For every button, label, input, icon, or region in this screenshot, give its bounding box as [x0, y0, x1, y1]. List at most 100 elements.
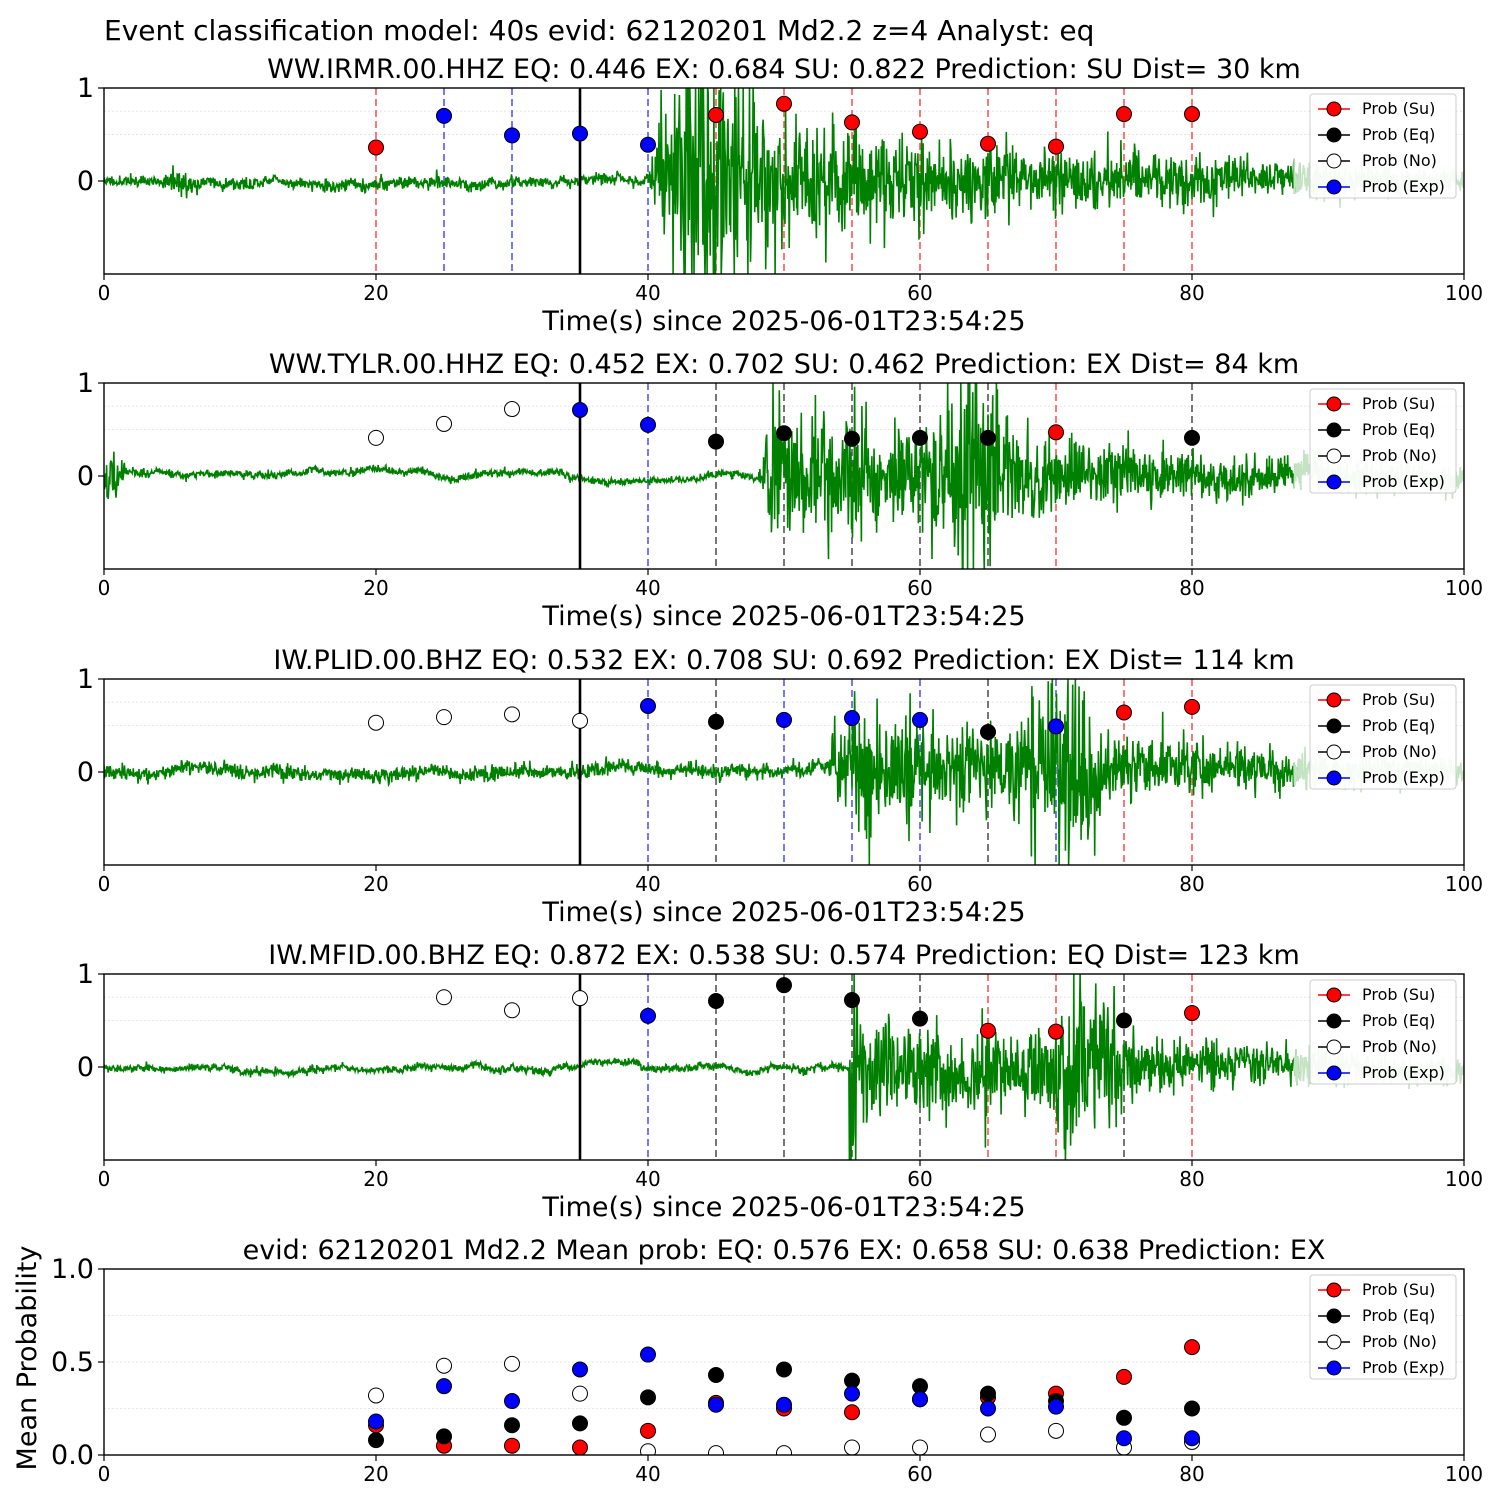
point-su-8	[980, 1022, 996, 1039]
plot-area	[104, 383, 1464, 569]
point-exp-7	[844, 710, 860, 727]
plot-area	[104, 1269, 1464, 1455]
point-su-11	[1116, 1368, 1132, 1385]
point-exp-0	[368, 1413, 384, 1430]
point-eq-9	[980, 724, 996, 741]
x-tick-label-4: 80	[1179, 576, 1204, 600]
y-tick-label-0: 0	[77, 757, 94, 788]
x-tick-label-0: 0	[98, 1167, 111, 1191]
point-no-4	[640, 1443, 656, 1455]
legend-marker-3	[1326, 1360, 1342, 1376]
waveform-trace	[104, 679, 1302, 865]
legend-marker-1	[1326, 1308, 1342, 1324]
y-tick-label-1: 1	[77, 959, 94, 990]
legend-label-0: Prob (Su)	[1362, 690, 1435, 709]
point-exp-6	[776, 1396, 792, 1413]
x-tick-label-0: 0	[98, 576, 111, 600]
x-axis-label: Time(s) since 2025-06-01T23:54:25	[541, 1192, 1025, 1223]
x-tick-label-0: 0	[98, 1462, 111, 1486]
legend: Prob (Su) Prob (Eq) Prob (No) Prob (Exp)	[1309, 979, 1457, 1085]
point-eq-12	[1184, 1400, 1200, 1417]
point-su-12	[1184, 698, 1200, 715]
x-tick-label-1: 20	[363, 872, 388, 896]
point-exp-6	[776, 711, 792, 728]
legend-marker-3	[1326, 770, 1342, 786]
legend-marker-2	[1326, 1334, 1342, 1350]
point-exp-4	[640, 1346, 656, 1363]
point-exp-9	[980, 1400, 996, 1417]
panel-title: WW.IRMR.00.HHZ EQ: 0.446 EX: 0.684 SU: 0…	[267, 54, 1301, 85]
x-tick-label-3: 60	[907, 576, 932, 600]
point-eq-6	[776, 425, 792, 442]
point-su-10	[1048, 138, 1064, 155]
panel-1: WW.IRMR.00.HHZ EQ: 0.446 EX: 0.684 SU: 0…	[77, 54, 1483, 337]
x-tick-label-3: 60	[907, 872, 932, 896]
point-su-8	[912, 123, 928, 140]
legend-label-0: Prob (Su)	[1362, 99, 1435, 118]
legend: Prob (Su) Prob (Eq) Prob (No) Prob (Exp)	[1309, 684, 1457, 790]
y-tick-label-0: 0	[77, 166, 94, 197]
point-eq-9	[980, 429, 996, 446]
point-eq-6	[776, 1361, 792, 1378]
point-eq-2	[504, 1417, 520, 1434]
legend-label-1: Prob (Eq)	[1362, 716, 1435, 735]
panel-2: WW.TYLR.00.HHZ EQ: 0.452 EX: 0.702 SU: 0…	[77, 349, 1483, 632]
x-tick-label-4: 80	[1179, 1167, 1204, 1191]
point-su-7	[844, 1404, 860, 1421]
point-no-0	[368, 714, 384, 731]
point-su-12	[1184, 1339, 1200, 1356]
point-eq-4	[640, 1389, 656, 1406]
point-eq-7	[844, 430, 860, 447]
y-tick-label-0: 0.0	[51, 1440, 94, 1471]
legend-marker-2	[1326, 153, 1342, 169]
point-su-7	[844, 114, 860, 131]
legend-label-1: Prob (Eq)	[1362, 125, 1435, 144]
legend-box	[1309, 388, 1457, 494]
legend-label-1: Prob (Eq)	[1362, 1306, 1435, 1325]
point-su-6	[776, 95, 792, 112]
point-eq-5	[708, 433, 724, 450]
x-tick-label-5: 100	[1445, 576, 1483, 600]
x-axis-label: Time(s) since 2025-06-01T23:54:25	[541, 897, 1025, 928]
x-tick-label-2: 40	[635, 576, 660, 600]
x-tick-label-5: 100	[1445, 1167, 1483, 1191]
point-exp-10	[1048, 718, 1064, 735]
legend-marker-1	[1326, 422, 1342, 438]
legend: Prob (Su) Prob (Eq) Prob (No) Prob (Exp)	[1309, 388, 1457, 494]
x-axis-label: Time(s) since 2025-06-01T23:54:25	[541, 601, 1025, 632]
point-exp-8	[912, 711, 928, 728]
point-no-2	[504, 1355, 520, 1372]
legend-label-3: Prob (Exp)	[1362, 472, 1445, 491]
panel-title: WW.TYLR.00.HHZ EQ: 0.452 EX: 0.702 SU: 0…	[269, 349, 1299, 380]
point-eq-4	[708, 992, 724, 1009]
point-eq-5	[708, 713, 724, 730]
legend-label-0: Prob (Su)	[1362, 1280, 1435, 1299]
point-no-2	[572, 990, 588, 1007]
point-exp-3	[640, 1007, 656, 1024]
legend-marker-1	[1326, 127, 1342, 143]
point-eq-6	[844, 992, 860, 1009]
legend-marker-0	[1326, 692, 1342, 708]
point-eq-1	[436, 1428, 452, 1445]
legend: Prob (Su) Prob (Eq) Prob (No) Prob (Exp)	[1309, 93, 1457, 199]
waveform-trace	[104, 974, 1302, 1160]
legend-marker-0	[1326, 1282, 1342, 1298]
point-su-11	[1184, 1005, 1200, 1022]
point-exp-3	[572, 401, 588, 418]
y-tick-label-0: 0	[77, 1052, 94, 1083]
point-exp-10	[1048, 1398, 1064, 1415]
y-tick-label-0: 0	[77, 461, 94, 492]
x-tick-label-5: 100	[1445, 1462, 1483, 1486]
point-exp-12	[1184, 1430, 1200, 1447]
legend-label-3: Prob (Exp)	[1362, 768, 1445, 787]
point-no-9	[980, 1426, 996, 1443]
figure-suptitle: Event classification model: 40s evid: 62…	[104, 14, 1094, 47]
legend-label-1: Prob (Eq)	[1362, 420, 1435, 439]
point-eq-9	[980, 1385, 996, 1402]
point-su-9	[980, 135, 996, 152]
point-eq-3	[572, 1415, 588, 1432]
point-su-4	[640, 1422, 656, 1439]
point-exp-4	[640, 697, 656, 714]
x-tick-label-0: 0	[98, 281, 111, 305]
